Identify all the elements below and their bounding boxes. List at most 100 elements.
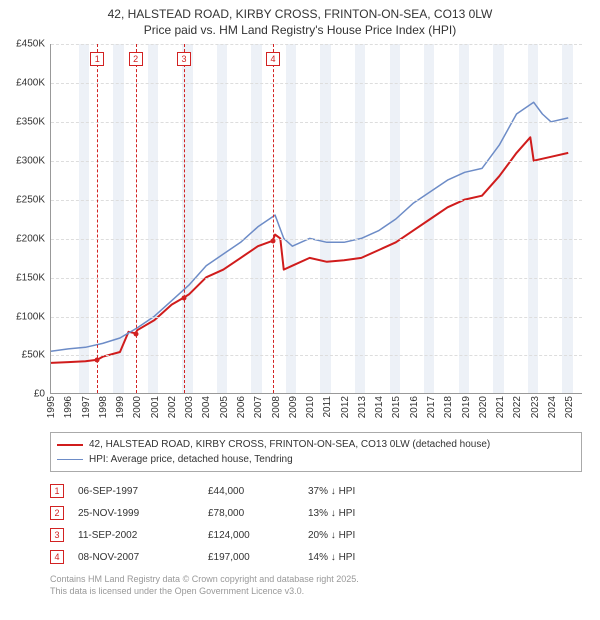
event-price: £197,000 (208, 552, 308, 563)
event-pct: 14% ↓ HPI (308, 552, 418, 563)
event-marker: 2 (129, 52, 143, 66)
license-line1: Contains HM Land Registry data © Crown c… (50, 574, 582, 586)
plot-area: £0£50K£100K£150K£200K£250K£300K£350K£400… (50, 44, 582, 394)
title-line2: Price paid vs. HM Land Registry's House … (10, 22, 590, 38)
gridline (51, 278, 582, 279)
series-line (51, 103, 568, 352)
event-date: 11-SEP-2002 (78, 530, 208, 541)
x-axis-label: 2017 (426, 396, 437, 418)
x-axis-label: 2003 (184, 396, 195, 418)
event-row-marker: 1 (50, 484, 64, 498)
x-axis-label: 1997 (81, 396, 92, 418)
y-axis-label: £450K (16, 39, 45, 50)
event-price: £124,000 (208, 530, 308, 541)
x-axis-label: 2019 (461, 396, 472, 418)
event-date: 06-SEP-1997 (78, 486, 208, 497)
legend-swatch (57, 459, 83, 460)
y-axis-label: £0 (34, 389, 45, 400)
legend-item: HPI: Average price, detached house, Tend… (57, 452, 575, 467)
gridline (51, 317, 582, 318)
event-line (273, 44, 274, 393)
event-dot (133, 331, 138, 336)
x-axis-label: 2010 (305, 396, 316, 418)
legend: 42, HALSTEAD ROAD, KIRBY CROSS, FRINTON-… (50, 432, 582, 472)
x-axis-label: 2000 (132, 396, 143, 418)
title-line1: 42, HALSTEAD ROAD, KIRBY CROSS, FRINTON-… (10, 6, 590, 22)
x-axis-label: 2022 (512, 396, 523, 418)
gridline (51, 122, 582, 123)
x-axis-label: 2001 (150, 396, 161, 418)
event-pct: 37% ↓ HPI (308, 486, 418, 497)
event-line (136, 44, 137, 393)
x-axis-label: 2023 (530, 396, 541, 418)
x-axis-label: 2018 (443, 396, 454, 418)
x-axis-label: 1999 (115, 396, 126, 418)
x-axis-label: 2015 (391, 396, 402, 418)
x-axis-label: 2016 (409, 396, 420, 418)
gridline (51, 239, 582, 240)
y-axis-label: £100K (16, 311, 45, 322)
event-row: 1 06-SEP-1997£44,00037% ↓ HPI (50, 480, 582, 502)
x-axis-label: 2002 (167, 396, 178, 418)
event-pct: 20% ↓ HPI (308, 530, 418, 541)
y-axis-label: £250K (16, 194, 45, 205)
event-line (97, 44, 98, 393)
gridline (51, 200, 582, 201)
x-axis-label: 2009 (288, 396, 299, 418)
series-line (51, 138, 568, 364)
event-row-marker: 2 (50, 506, 64, 520)
event-dot (270, 239, 275, 244)
x-axis-label: 2025 (564, 396, 575, 418)
x-axis-label: 1996 (63, 396, 74, 418)
x-axis-label: 2011 (322, 396, 333, 418)
x-axis-label: 2021 (495, 396, 506, 418)
y-axis-label: £150K (16, 272, 45, 283)
gridline (51, 44, 582, 45)
event-pct: 13% ↓ HPI (308, 508, 418, 519)
event-price: £44,000 (208, 486, 308, 497)
x-axis-label: 2024 (547, 396, 558, 418)
event-date: 25-NOV-1999 (78, 508, 208, 519)
x-axis-label: 2012 (340, 396, 351, 418)
event-marker: 1 (90, 52, 104, 66)
y-axis-label: £400K (16, 78, 45, 89)
legend-swatch (57, 444, 83, 446)
y-axis-label: £50K (22, 350, 45, 361)
event-marker: 3 (177, 52, 191, 66)
x-axis-label: 2008 (271, 396, 282, 418)
x-axis-label: 2005 (219, 396, 230, 418)
chart-lines (51, 44, 582, 394)
y-axis-label: £350K (16, 117, 45, 128)
license-line2: This data is licensed under the Open Gov… (50, 586, 582, 598)
x-axis-label: 2007 (253, 396, 264, 418)
legend-item: 42, HALSTEAD ROAD, KIRBY CROSS, FRINTON-… (57, 437, 575, 452)
event-price: £78,000 (208, 508, 308, 519)
event-dot (95, 358, 100, 363)
y-axis-label: £300K (16, 156, 45, 167)
license-text: Contains HM Land Registry data © Crown c… (50, 574, 582, 597)
event-row: 4 08-NOV-2007£197,00014% ↓ HPI (50, 546, 582, 568)
event-row-marker: 4 (50, 550, 64, 564)
x-axis-label: 1998 (98, 396, 109, 418)
event-marker: 4 (266, 52, 280, 66)
event-row: 3 11-SEP-2002£124,00020% ↓ HPI (50, 524, 582, 546)
gridline (51, 161, 582, 162)
x-axis-label: 2013 (357, 396, 368, 418)
events-table: 1 06-SEP-1997£44,00037% ↓ HPI 2 25-NOV-1999… (50, 480, 582, 568)
x-axis-label: 1995 (46, 396, 57, 418)
gridline (51, 355, 582, 356)
chart-title: 42, HALSTEAD ROAD, KIRBY CROSS, FRINTON-… (0, 0, 600, 40)
legend-label: 42, HALSTEAD ROAD, KIRBY CROSS, FRINTON-… (89, 437, 490, 452)
legend-label: HPI: Average price, detached house, Tend… (89, 452, 293, 467)
gridline (51, 83, 582, 84)
event-line (184, 44, 185, 393)
x-axis-label: 2020 (478, 396, 489, 418)
x-axis-label: 2004 (201, 396, 212, 418)
event-row-marker: 3 (50, 528, 64, 542)
chart-area: £0£50K£100K£150K£200K£250K£300K£350K£400… (50, 44, 582, 424)
x-axis-label: 2014 (374, 396, 385, 418)
event-date: 08-NOV-2007 (78, 552, 208, 563)
x-axis-label: 2006 (236, 396, 247, 418)
y-axis-label: £200K (16, 233, 45, 244)
event-dot (182, 295, 187, 300)
